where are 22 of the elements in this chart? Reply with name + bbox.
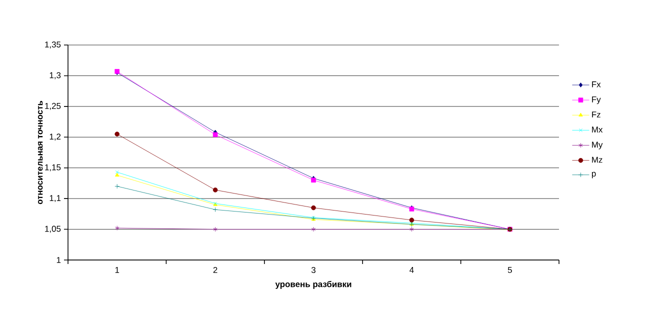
y-axis-title: относительная точность [38, 100, 43, 204]
y-tick-label: 1,05 [45, 226, 61, 233]
x-tick-label: 1 [115, 267, 120, 273]
y-tick-label: 1,3 [50, 72, 61, 80]
x-tick-label: 5 [508, 267, 512, 273]
legend-label: Mx [592, 126, 603, 133]
legend-label: Fx [592, 81, 601, 88]
legend-label: Mz [592, 156, 602, 163]
x-tick-label: 3 [311, 267, 316, 274]
y-tick-label: 1,35 [45, 42, 61, 48]
y-tick-label: 1,2 [50, 134, 61, 141]
legend-label: Fz [592, 112, 600, 118]
x-tick-label: 4 [410, 267, 414, 273]
y-tick-label: 1,15 [45, 164, 61, 172]
y-tick-label: 1 [56, 257, 61, 263]
y-tick-label: 1,1 [50, 195, 61, 202]
x-axis-title: уровень разбивки [275, 280, 352, 289]
y-tick-label: 1,25 [45, 102, 61, 110]
x-tick-label: 2 [213, 267, 218, 273]
legend-label: My [592, 142, 603, 150]
legend-label: p [592, 172, 596, 178]
legend-label: Fy [592, 96, 601, 104]
